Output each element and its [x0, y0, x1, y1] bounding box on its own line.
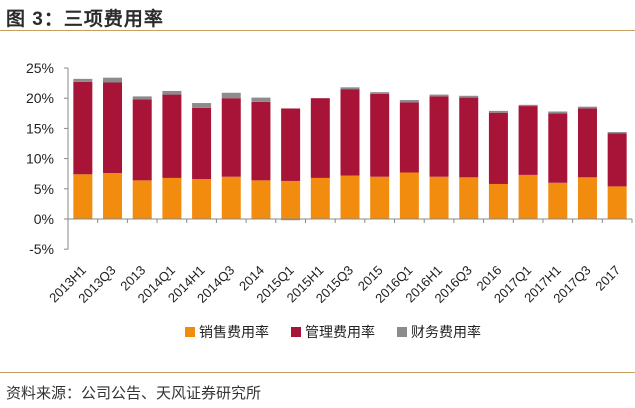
bar-segment-1 [488, 112, 508, 184]
bar-segment-2 [221, 92, 241, 99]
y-tick-label: 25% [26, 60, 54, 76]
legend-swatch-1 [291, 327, 301, 337]
x-tick-label: 2017 [592, 263, 623, 294]
bar-segment-0 [459, 177, 479, 219]
bar-segment-0 [488, 183, 508, 219]
bar-segment-1 [73, 81, 93, 175]
legend-swatch-2 [397, 327, 407, 337]
bar-segment-0 [221, 176, 241, 219]
bar-segment-0 [192, 179, 212, 219]
bar-segment-0 [370, 176, 390, 219]
bar-segment-1 [577, 108, 597, 178]
bar-segment-0 [73, 174, 93, 219]
bar-segment-0 [548, 182, 568, 219]
bar-segment-2 [399, 100, 419, 103]
bar-segment-0 [162, 177, 182, 219]
legend-label-1: 管理费用率 [305, 324, 375, 340]
bar-segment-2 [577, 106, 597, 109]
bar-segment-2 [103, 77, 123, 83]
legend-swatch-0 [185, 327, 195, 337]
bar-segment-2 [192, 103, 212, 108]
top-rule [0, 30, 635, 31]
y-tick-label: -5% [29, 241, 54, 257]
bar-segment-0 [281, 180, 301, 219]
bar-segment-1 [192, 107, 212, 180]
bar-segment-1 [162, 94, 182, 178]
bar-segment-2 [370, 92, 390, 94]
bar-segment-1 [399, 102, 419, 173]
bottom-rule [0, 372, 635, 373]
bar-segment-1 [281, 108, 301, 181]
y-tick-label: 5% [34, 181, 54, 197]
legend-label-2: 财务费用率 [411, 324, 481, 340]
bar-segment-0 [251, 180, 271, 219]
bar-segment-0 [518, 174, 538, 219]
bar-segment-1 [607, 133, 627, 187]
y-tick-label: 10% [26, 151, 54, 167]
bar-segment-2 [132, 96, 152, 100]
source-note: 资料来源：公司公告、天风证券研究所 [6, 385, 262, 402]
bar-segment-1 [459, 97, 479, 178]
bar-segment-1 [251, 101, 271, 181]
legend-layer: 销售费用率 管理费用率 财务费用率 [185, 324, 481, 340]
y-tick-label: 0% [34, 211, 54, 227]
bar-segment-0 [399, 172, 419, 219]
bar-segment-2 [518, 104, 538, 107]
bar-segment-2 [162, 90, 182, 95]
bar-segment-0 [340, 175, 360, 219]
bar-segment-1 [132, 99, 152, 181]
bar-segment-1 [310, 98, 330, 178]
bar-segment-0 [429, 176, 449, 219]
bar-segment-1 [340, 89, 360, 176]
y-tick-label: 20% [26, 90, 54, 106]
bar-segment-0 [607, 186, 627, 219]
bar-segment-1 [370, 93, 390, 177]
bar-segment-2 [459, 95, 479, 98]
bar-segment-0 [132, 180, 152, 219]
bar-segment-1 [103, 82, 123, 174]
legend-label-0: 销售费用率 [199, 324, 269, 340]
bar-segment-2 [251, 97, 271, 102]
bar-segment-2 [281, 219, 301, 221]
bar-segment-0 [577, 177, 597, 219]
bar-segment-1 [221, 98, 241, 177]
bar-segment-2 [548, 111, 568, 114]
stacked-bar-chart: 25%20%15%10%5%0%-5%2013H12013Q320132014Q… [26, 60, 633, 340]
bar-segment-2 [73, 78, 93, 82]
bar-segment-0 [103, 173, 123, 219]
bar-segment-1 [548, 113, 568, 183]
bar-segment-2 [429, 94, 449, 97]
bar-segment-1 [429, 96, 449, 177]
bars-layer [73, 77, 627, 221]
bar-segment-0 [310, 177, 330, 219]
bar-segment-2 [488, 110, 508, 113]
bar-segment-1 [518, 106, 538, 175]
figure-title: 图 3：三项费用率 [6, 9, 164, 30]
y-tick-label: 15% [26, 120, 54, 136]
bar-segment-2 [340, 87, 360, 90]
bar-segment-2 [607, 132, 627, 134]
